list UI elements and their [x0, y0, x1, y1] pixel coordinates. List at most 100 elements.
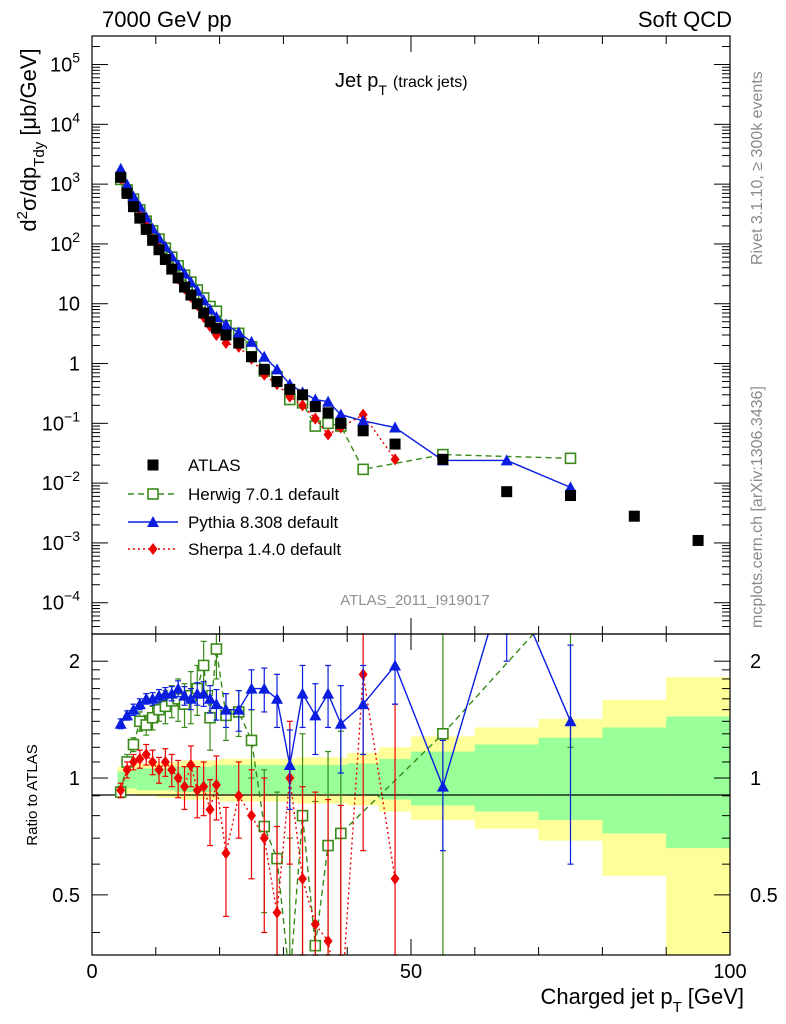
ratio-y-tick-label-right: 1: [750, 768, 761, 790]
main-point-pythia: [245, 335, 258, 347]
ratio-point-pythia: [436, 780, 449, 792]
main-point-atlas: [692, 534, 704, 546]
ratio-series: [114, 633, 577, 956]
ratio-point-pythia: [357, 698, 370, 710]
ratio-point-pythia: [114, 717, 127, 729]
main-point-pythia: [334, 408, 347, 420]
ratio-point-sherpa: [199, 780, 209, 793]
ratio-point-herwig: [245, 734, 258, 747]
ratio-panel: 0.5 0.5 1 1 2 2 0 50 100 Ratio to ATLAS Charged …: [24, 633, 778, 1016]
ratio-point-pythia: [146, 692, 159, 704]
main-point-pythia: [389, 421, 402, 433]
ratio-point-sherpa: [298, 872, 308, 885]
main-point-atlas: [191, 298, 203, 310]
ratio-point-pythia: [232, 703, 245, 715]
main-y-tick-label: 10: [58, 294, 80, 316]
main-point-atlas: [284, 383, 296, 395]
ratio-point-pythia: [258, 682, 271, 694]
ratio-point-pythia: [210, 698, 223, 710]
ratio-point-pythia: [172, 682, 185, 694]
main-point-atlas: [127, 201, 139, 213]
ratio-band-green: [117, 771, 125, 787]
ratio-y-tick-label-right: 0.5: [750, 885, 778, 907]
ratio-point-sherpa: [205, 803, 215, 816]
legend-entry-sherpa: Sherpa 1.4.0 default: [128, 540, 341, 559]
main-point-atlas: [628, 510, 640, 522]
mcplots-label: mcplots.cern.ch [arXiv:1306.3436]: [749, 386, 766, 628]
legend-marker: [147, 459, 159, 471]
ratio-point-pythia: [322, 687, 335, 699]
main-point-atlas: [140, 223, 152, 235]
beam-label: 7000 GeV pp: [102, 7, 232, 32]
main-point-atlas: [271, 376, 283, 388]
legend-label: ATLAS: [188, 456, 241, 475]
main-point-herwig: [564, 452, 577, 465]
legend-label: Herwig 7.0.1 default: [188, 485, 339, 504]
ratio-band-green: [136, 768, 144, 791]
main-point-atlas: [166, 263, 178, 275]
main-point-pythia: [219, 318, 232, 330]
main-point-atlas: [210, 322, 222, 334]
main-y-tick-label: 10−2: [42, 468, 80, 495]
main-point-atlas: [172, 272, 184, 284]
ratio-point-pythia: [271, 692, 284, 704]
main-title: Jet pT (track jets): [335, 70, 468, 98]
ratio-y-tick-label: 1: [69, 768, 80, 790]
x-tick-label: 0: [86, 961, 97, 983]
ratio-point-pythia: [127, 703, 140, 715]
main-point-sherpa: [358, 408, 368, 421]
ratio-point-pythia: [121, 709, 134, 721]
ratio-point-sherpa: [116, 784, 126, 797]
ratio-band-green: [149, 768, 157, 791]
ratio-point-herwig: [140, 719, 153, 731]
main-point-atlas: [179, 281, 191, 293]
ratio-point-sherpa: [148, 755, 158, 768]
main-point-atlas: [246, 351, 257, 363]
main-point-atlas: [565, 490, 576, 502]
ratio-band-green: [219, 765, 233, 794]
main-point-pythia: [121, 178, 134, 190]
main-point-atlas: [204, 316, 216, 328]
main-y-tick-label: 10−1: [42, 408, 80, 435]
main-point-atlas: [357, 425, 369, 437]
legend-marker: [147, 488, 159, 500]
ratio-band-green: [308, 765, 323, 794]
ratio-point-pythia: [389, 659, 402, 671]
main-point-atlas: [437, 453, 449, 465]
main-point-atlas: [220, 329, 232, 341]
ratio-point-pythia: [245, 682, 258, 694]
legend-label: Sherpa 1.4.0 default: [188, 540, 341, 559]
ratio-point-sherpa: [390, 872, 400, 885]
legend: ATLAS Herwig 7.0.1 default Pythia 8.308 de…: [128, 456, 341, 559]
main-point-atlas: [258, 363, 270, 375]
main-point-atlas: [185, 289, 197, 301]
ratio-point-sherpa: [234, 789, 244, 802]
ratio-point-sherpa: [247, 809, 256, 822]
legend-label: Pythia 8.308 default: [188, 513, 339, 532]
ratio-y-tick-label: 2: [69, 651, 80, 673]
legend-entry-atlas: ATLAS: [147, 456, 241, 475]
ratio-y-tick-label-right: 2: [750, 651, 761, 673]
ratio-point-sherpa: [310, 918, 320, 931]
main-point-sherpa: [310, 412, 320, 425]
main-point-pythia: [322, 395, 335, 407]
main-point-pythia: [114, 162, 127, 174]
legend-entry-pythia: Pythia 8.308 default: [128, 513, 339, 532]
ratio-band-green: [143, 768, 150, 791]
main-point-atlas: [389, 438, 401, 450]
legend-marker: [148, 543, 158, 555]
main-point-atlas: [309, 401, 321, 413]
rivet-label: Rivet 3.1.10, ≥ 300k events: [749, 71, 766, 265]
ratio-point-pythia: [204, 692, 217, 704]
ratio-band-green: [162, 768, 170, 791]
ratio-point-sherpa: [135, 752, 145, 765]
ratio-point-herwig: [146, 711, 159, 724]
legend-marker: [147, 516, 159, 527]
ratio-band-green: [130, 769, 138, 789]
main-y-tick-label: 10−3: [42, 528, 80, 555]
ratio-point-sherpa: [323, 935, 333, 948]
ratio-point-herwig: [210, 643, 223, 655]
watermark-label: ATLAS_2011_I919017: [340, 592, 490, 609]
ratio-point-sherpa: [221, 847, 231, 860]
ratio-y-axis-label: Ratio to ATLAS: [24, 744, 41, 845]
